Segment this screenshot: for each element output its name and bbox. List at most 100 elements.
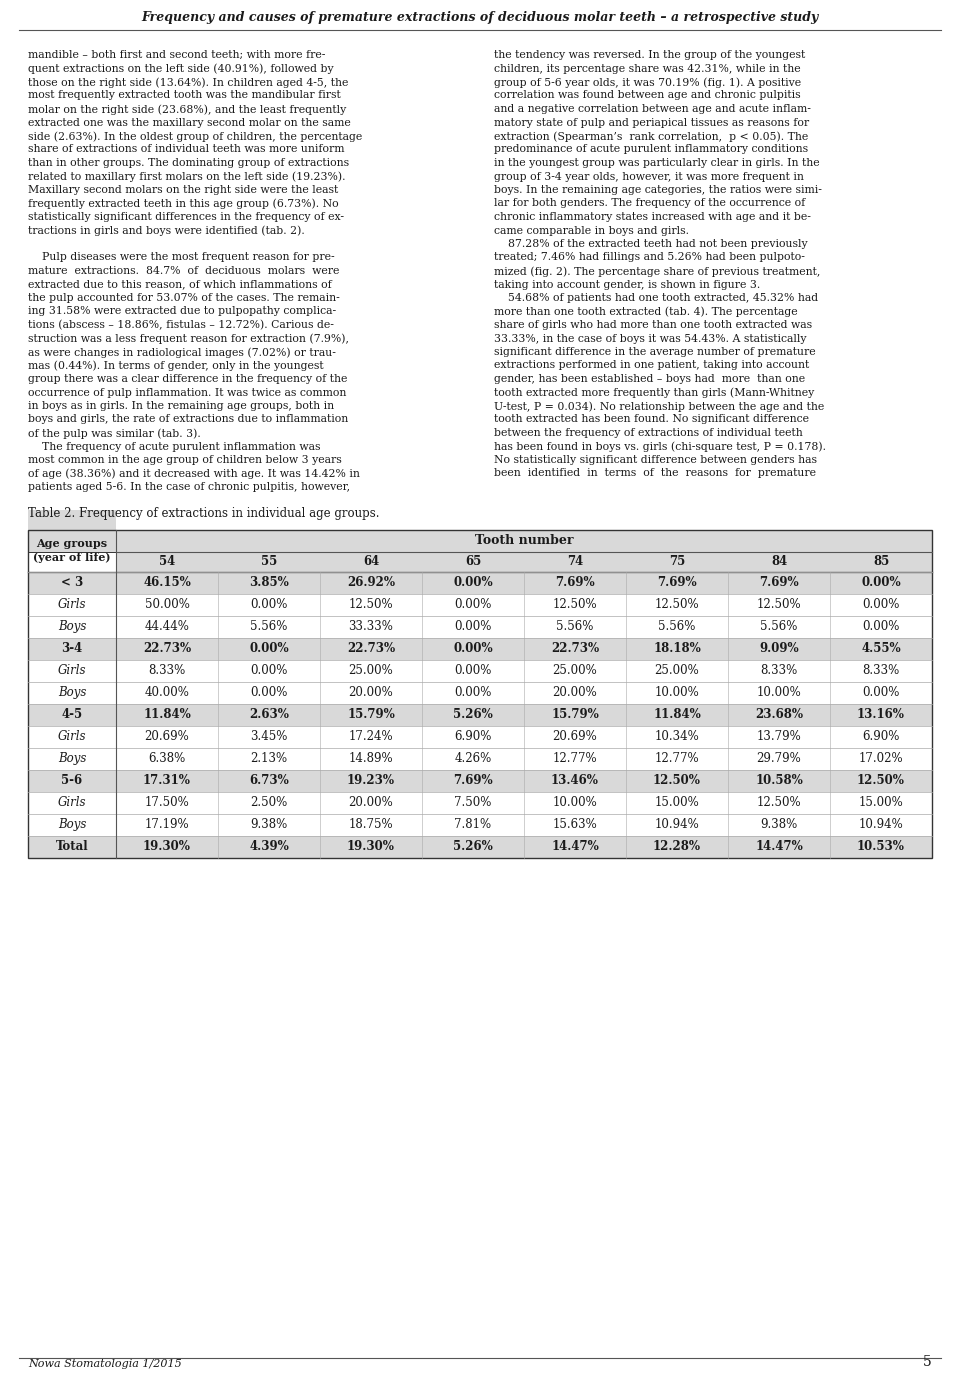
- Text: The frequency of acute purulent inflammation was: The frequency of acute purulent inflamma…: [28, 441, 321, 451]
- Text: 17.31%: 17.31%: [143, 774, 191, 787]
- Text: < 3: < 3: [60, 576, 84, 590]
- Text: of the pulp was similar (tab. 3).: of the pulp was similar (tab. 3).: [28, 428, 201, 439]
- Text: side (2.63%). In the oldest group of children, the percentage: side (2.63%). In the oldest group of chi…: [28, 131, 362, 141]
- Text: Girls: Girls: [58, 664, 86, 677]
- Text: treated; 7.46% had fillings and 5.26% had been pulpoto-: treated; 7.46% had fillings and 5.26% ha…: [494, 252, 804, 263]
- Text: Girls: Girls: [58, 598, 86, 610]
- Text: chronic inflammatory states increased with age and it be-: chronic inflammatory states increased wi…: [494, 212, 811, 221]
- Text: 10.94%: 10.94%: [858, 818, 903, 830]
- Text: Maxillary second molars on the right side were the least: Maxillary second molars on the right sid…: [28, 185, 338, 195]
- Text: 12.50%: 12.50%: [857, 774, 905, 787]
- Text: 12.50%: 12.50%: [653, 774, 701, 787]
- Text: 7.69%: 7.69%: [759, 576, 799, 590]
- Text: most common in the age group of children below 3 years: most common in the age group of children…: [28, 455, 342, 465]
- Text: 64: 64: [363, 555, 379, 567]
- Text: those on the right side (13.64%). In children aged 4-5, the: those on the right side (13.64%). In chi…: [28, 78, 348, 87]
- Text: 14.47%: 14.47%: [756, 840, 803, 853]
- Text: 4.39%: 4.39%: [250, 840, 289, 853]
- Text: gender, has been established – boys had  more  than one: gender, has been established – boys had …: [494, 374, 805, 383]
- Text: statistically significant differences in the frequency of ex-: statistically significant differences in…: [28, 212, 344, 221]
- Text: 25.00%: 25.00%: [553, 664, 597, 677]
- Text: 15.00%: 15.00%: [858, 796, 903, 810]
- Text: 25.00%: 25.00%: [348, 664, 394, 677]
- Text: 12.28%: 12.28%: [653, 840, 701, 853]
- Text: 15.79%: 15.79%: [348, 709, 395, 721]
- Text: came comparable in boys and girls.: came comparable in boys and girls.: [494, 226, 689, 235]
- Text: 5.56%: 5.56%: [556, 620, 593, 632]
- Text: Boys: Boys: [58, 620, 86, 632]
- Text: 6.73%: 6.73%: [250, 774, 289, 787]
- Text: predominance of acute purulent inflammatory conditions: predominance of acute purulent inflammat…: [494, 144, 808, 155]
- Text: 17.50%: 17.50%: [145, 796, 189, 810]
- Text: 20.00%: 20.00%: [348, 796, 394, 810]
- Text: tractions in girls and boys were identified (tab. 2).: tractions in girls and boys were identif…: [28, 226, 304, 237]
- Text: 33.33%: 33.33%: [348, 620, 394, 632]
- Text: 0.00%: 0.00%: [251, 686, 288, 699]
- Text: in the youngest group was particularly clear in girls. In the: in the youngest group was particularly c…: [494, 158, 820, 167]
- Bar: [28, 638, 932, 660]
- Text: 29.79%: 29.79%: [756, 752, 802, 765]
- Text: struction was a less frequent reason for extraction (7.9%),: struction was a less frequent reason for…: [28, 334, 349, 345]
- Text: 6.90%: 6.90%: [454, 729, 492, 743]
- Text: 15.63%: 15.63%: [553, 818, 597, 830]
- Text: 13.46%: 13.46%: [551, 774, 599, 787]
- Text: 6.38%: 6.38%: [149, 752, 185, 765]
- Text: 18.18%: 18.18%: [653, 642, 701, 655]
- Text: 20.00%: 20.00%: [348, 686, 394, 699]
- Text: extractions performed in one patient, taking into account: extractions performed in one patient, ta…: [494, 360, 809, 371]
- Text: 22.73%: 22.73%: [347, 642, 396, 655]
- Text: 17.02%: 17.02%: [858, 752, 903, 765]
- Text: 0.00%: 0.00%: [454, 686, 492, 699]
- Text: 13.79%: 13.79%: [756, 729, 802, 743]
- Text: patients aged 5-6. In the case of chronic pulpitis, however,: patients aged 5-6. In the case of chroni…: [28, 482, 350, 491]
- Text: 19.30%: 19.30%: [143, 840, 191, 853]
- Text: 10.34%: 10.34%: [655, 729, 700, 743]
- Text: 12.50%: 12.50%: [553, 598, 597, 610]
- Text: Boys: Boys: [58, 686, 86, 699]
- Text: 0.00%: 0.00%: [453, 576, 492, 590]
- Text: 10.00%: 10.00%: [553, 796, 597, 810]
- Text: mas (0.44%). In terms of gender, only in the youngest: mas (0.44%). In terms of gender, only in…: [28, 360, 324, 371]
- Bar: [28, 509, 116, 551]
- Text: No statistically significant difference between genders has: No statistically significant difference …: [494, 455, 817, 465]
- Text: 8.33%: 8.33%: [760, 664, 798, 677]
- Text: 7.69%: 7.69%: [555, 576, 595, 590]
- Text: share of extractions of individual teeth was more uniform: share of extractions of individual teeth…: [28, 144, 345, 155]
- Text: tooth extracted more frequently than girls (Mann-Whitney: tooth extracted more frequently than gir…: [494, 388, 814, 399]
- Text: occurrence of pulp inflammation. It was twice as common: occurrence of pulp inflammation. It was …: [28, 388, 347, 397]
- Text: 5.26%: 5.26%: [453, 840, 492, 853]
- Text: 46.15%: 46.15%: [143, 576, 191, 590]
- Text: 74: 74: [566, 555, 583, 567]
- Bar: [28, 681, 932, 703]
- Text: Age groups
(year of life): Age groups (year of life): [34, 538, 110, 563]
- Text: been  identified  in  terms  of  the  reasons  for  premature: been identified in terms of the reasons …: [494, 469, 816, 479]
- Bar: [28, 725, 932, 747]
- Text: 12.50%: 12.50%: [655, 598, 699, 610]
- Text: 5: 5: [924, 1355, 932, 1369]
- Text: 75: 75: [669, 555, 685, 567]
- Text: significant difference in the average number of premature: significant difference in the average nu…: [494, 347, 816, 357]
- Text: 17.19%: 17.19%: [145, 818, 189, 830]
- Text: between the frequency of extractions of individual teeth: between the frequency of extractions of …: [494, 428, 803, 437]
- Text: of age (38.36%) and it decreased with age. It was 14.42% in: of age (38.36%) and it decreased with ag…: [28, 469, 360, 479]
- Text: 5-6: 5-6: [61, 774, 83, 787]
- Text: molar on the right side (23.68%), and the least frequently: molar on the right side (23.68%), and th…: [28, 104, 347, 115]
- Bar: [28, 770, 932, 792]
- Text: 9.09%: 9.09%: [759, 642, 799, 655]
- Text: 4.55%: 4.55%: [861, 642, 900, 655]
- Text: tions (abscess – 18.86%, fistulas – 12.72%). Carious de-: tions (abscess – 18.86%, fistulas – 12.7…: [28, 320, 334, 331]
- Text: 18.75%: 18.75%: [348, 818, 394, 830]
- Text: 13.16%: 13.16%: [857, 709, 905, 721]
- Text: extraction (Spearman’s  rank correlation,  p < 0.05). The: extraction (Spearman’s rank correlation,…: [494, 131, 808, 141]
- Bar: [28, 616, 932, 638]
- Text: 40.00%: 40.00%: [145, 686, 189, 699]
- Bar: [28, 792, 932, 814]
- Text: correlation was found between age and chronic pulpitis: correlation was found between age and ch…: [494, 90, 801, 101]
- Text: 12.50%: 12.50%: [756, 796, 802, 810]
- Text: taking into account gender, is shown in figure 3.: taking into account gender, is shown in …: [494, 280, 760, 289]
- Text: 10.00%: 10.00%: [655, 686, 700, 699]
- Text: 12.77%: 12.77%: [655, 752, 699, 765]
- Text: 26.92%: 26.92%: [347, 576, 395, 590]
- Bar: [28, 836, 932, 858]
- Text: mandible – both first and second teeth; with more fre-: mandible – both first and second teeth; …: [28, 50, 325, 60]
